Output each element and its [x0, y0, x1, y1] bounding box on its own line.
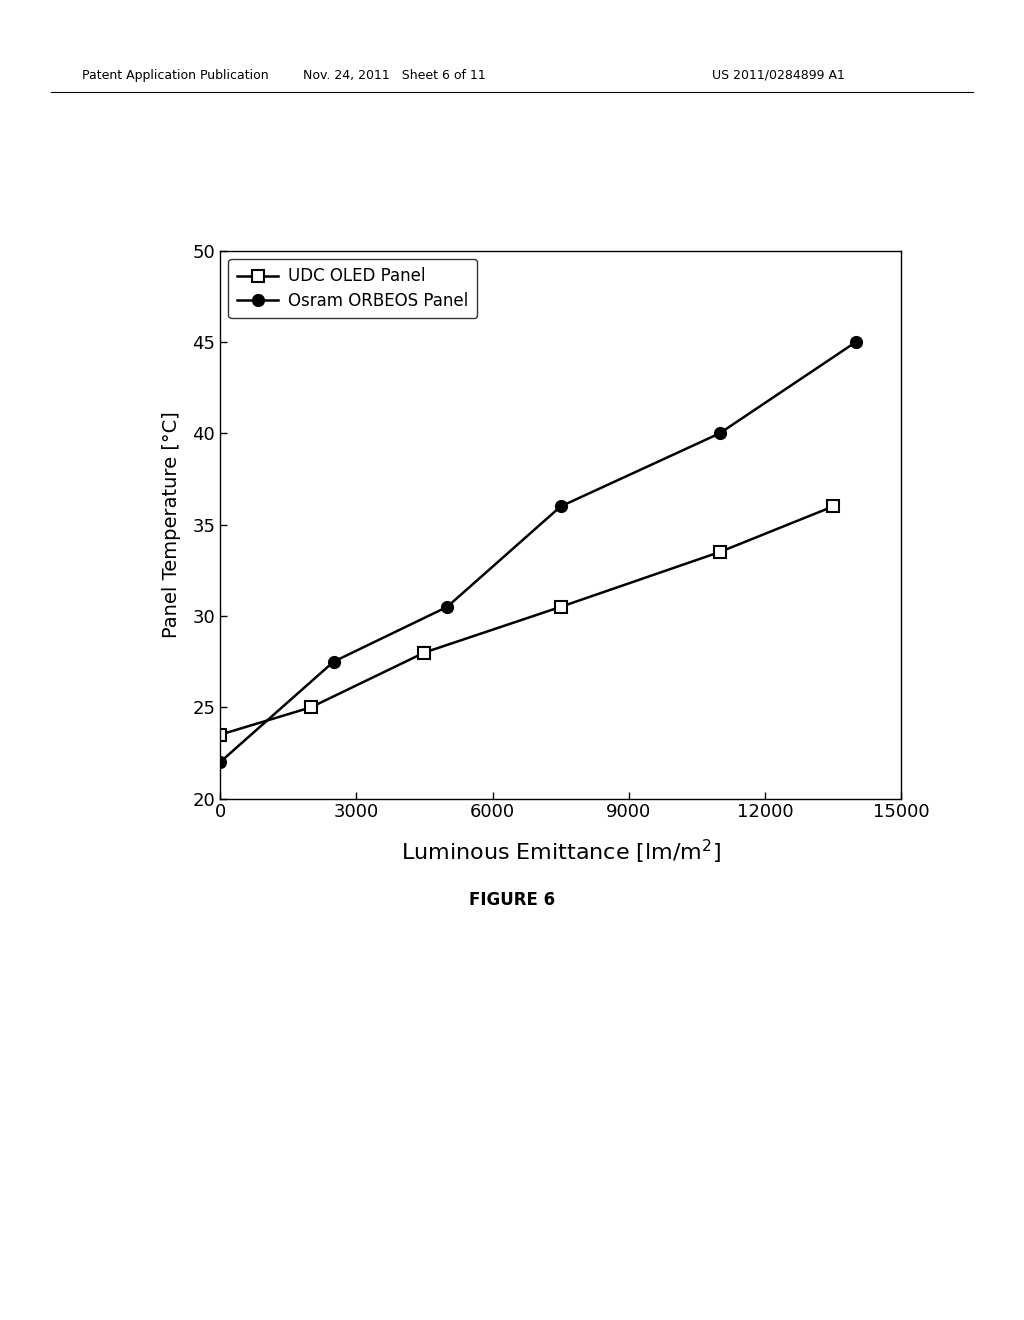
Osram ORBEOS Panel [555, 499, 567, 515]
Text: Patent Application Publication: Patent Application Publication [82, 69, 268, 82]
Legend: UDC OLED Panel, Osram ORBEOS Panel: UDC OLED Panel, Osram ORBEOS Panel [228, 259, 477, 318]
UDC OLED Panel [214, 727, 226, 743]
Osram ORBEOS Panel [214, 754, 226, 770]
Osram ORBEOS Panel [850, 334, 862, 350]
Osram ORBEOS Panel [328, 653, 340, 669]
X-axis label: Luminous Emittance [lm/m$^2$]: Luminous Emittance [lm/m$^2$] [400, 838, 721, 866]
Line: Osram ORBEOS Panel: Osram ORBEOS Panel [215, 337, 861, 768]
Osram ORBEOS Panel [714, 425, 726, 441]
Text: FIGURE 6: FIGURE 6 [469, 891, 555, 909]
Osram ORBEOS Panel [441, 599, 454, 615]
Text: Nov. 24, 2011   Sheet 6 of 11: Nov. 24, 2011 Sheet 6 of 11 [303, 69, 485, 82]
Y-axis label: Panel Temperature [°C]: Panel Temperature [°C] [162, 412, 181, 638]
Text: US 2011/0284899 A1: US 2011/0284899 A1 [712, 69, 845, 82]
UDC OLED Panel [418, 644, 430, 660]
UDC OLED Panel [714, 544, 726, 560]
Line: UDC OLED Panel: UDC OLED Panel [215, 500, 839, 741]
UDC OLED Panel [305, 700, 317, 715]
UDC OLED Panel [555, 599, 567, 615]
UDC OLED Panel [827, 499, 840, 515]
